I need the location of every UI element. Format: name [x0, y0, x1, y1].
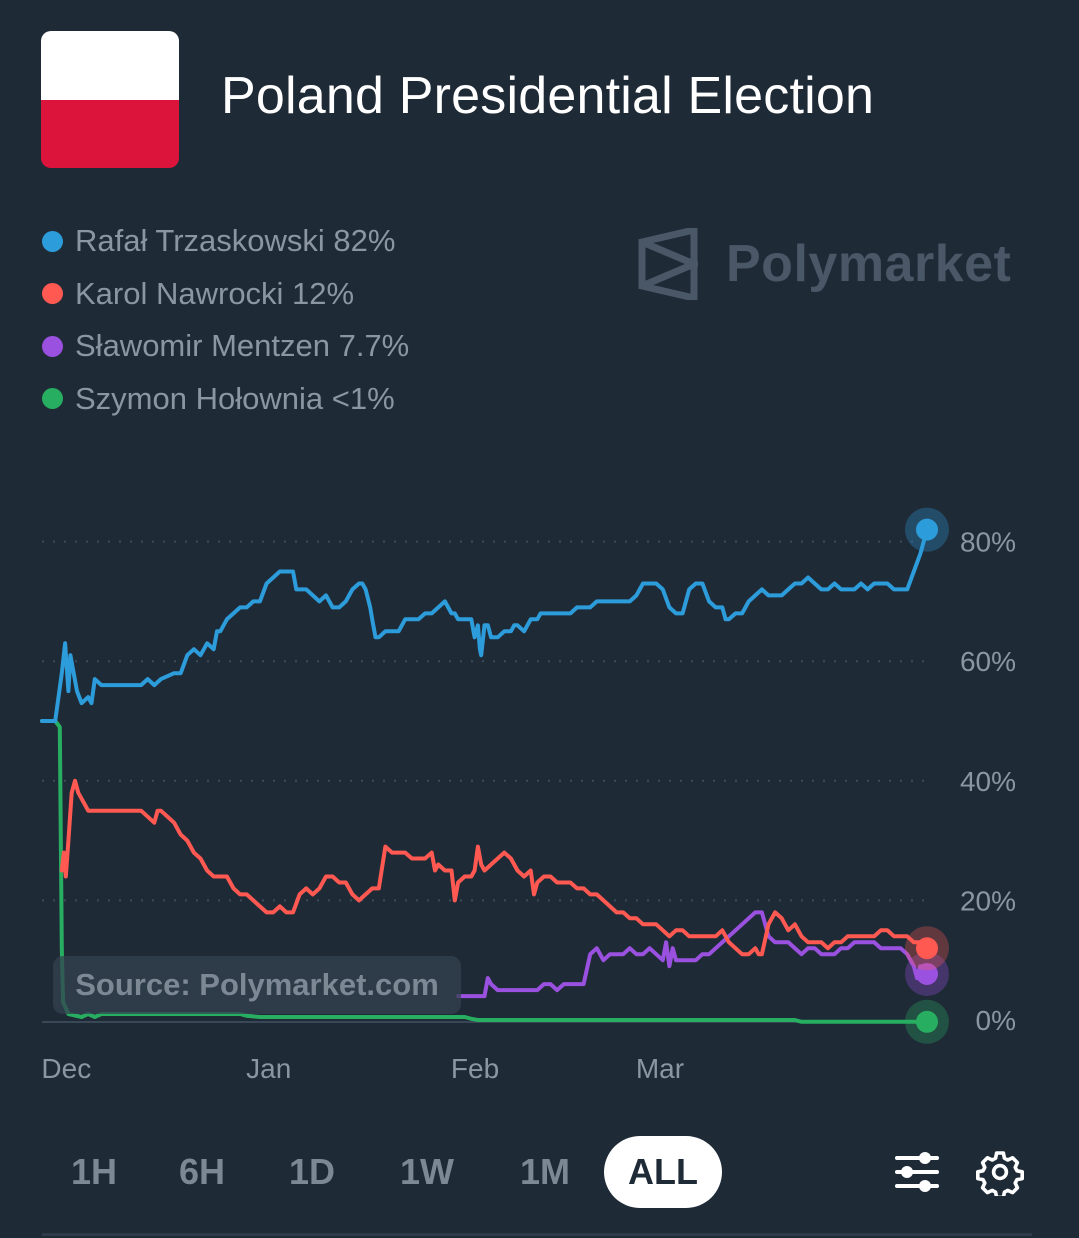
range-button-1m[interactable]: 1M: [519, 1151, 570, 1192]
y-tick-label: 0%: [976, 1005, 1016, 1036]
x-tick-label: Feb: [451, 1053, 499, 1084]
legend-dot-icon: [42, 230, 63, 252]
x-tick-label: Jan: [246, 1053, 291, 1084]
legend-dot-icon: [42, 335, 63, 357]
range-button-1d[interactable]: 1D: [288, 1151, 336, 1192]
poland-flag-icon: [41, 31, 179, 168]
endpoint-dot: [916, 937, 938, 960]
y-tick-label: 20%: [960, 885, 1016, 916]
polymarket-watermark: Polymarket: [638, 228, 1011, 300]
x-tick-label: Dec: [41, 1053, 91, 1084]
divider: [42, 1233, 1032, 1236]
legend-item-mentzen: Sławomir Mentzen 7.7%: [40, 320, 409, 373]
gear-icon: [976, 1151, 1024, 1200]
legend-item-nawrocki: Karol Nawrocki 12%: [40, 268, 409, 321]
sliders-icon: [895, 1152, 939, 1192]
chart-series: [40, 527, 929, 1024]
range-button-1h[interactable]: 1H: [70, 1151, 118, 1192]
watermark-text: Polymarket: [726, 235, 1012, 293]
range-button-all[interactable]: ALL: [604, 1136, 722, 1208]
legend-dot-icon: [42, 388, 63, 410]
filter-button[interactable]: [893, 1150, 941, 1199]
endpoint-dot: [916, 962, 938, 985]
chart-controls: 1H 6H 1D 1W 1M ALL: [0, 1136, 1079, 1208]
x-axis-ticks: Dec Jan Feb Mar: [41, 1053, 684, 1084]
endpoint-dot: [916, 518, 938, 541]
chart-legend: Rafał Trzaskowski 82% Karol Nawrocki 12%…: [40, 215, 409, 425]
series-line-1: [59, 778, 929, 957]
flag-red-stripe: [41, 99, 179, 168]
legend-label: Rafał Trzaskowski 82%: [75, 223, 396, 259]
y-tick-label: 40%: [960, 766, 1016, 797]
x-tick-label: Mar: [636, 1053, 684, 1084]
legend-item-trzaskowski: Rafał Trzaskowski 82%: [40, 215, 409, 268]
legend-item-holownia: Szymon Hołownia <1%: [40, 373, 409, 426]
price-chart: 0% 20% 40% 60% 80% Dec Jan Feb Mar: [40, 507, 1016, 1084]
source-label: Source: Polymarket.com: [53, 956, 461, 1014]
range-button-6h[interactable]: 6H: [178, 1151, 226, 1192]
chart-grid: [42, 540, 925, 1023]
y-tick-label: 80%: [960, 527, 1016, 558]
y-axis-ticks: 0% 20% 40% 60% 80%: [960, 527, 1016, 1036]
settings-button[interactable]: [976, 1148, 1024, 1201]
chart-endpoints: [905, 507, 949, 1044]
legend-label: Szymon Hołownia <1%: [75, 380, 395, 416]
series-line-2: [456, 910, 929, 999]
legend-label: Karol Nawrocki 12%: [75, 275, 355, 311]
polymarket-logo-icon: [638, 228, 698, 300]
legend-dot-icon: [42, 283, 63, 305]
y-tick-label: 60%: [960, 646, 1016, 677]
range-button-1w[interactable]: 1W: [400, 1151, 454, 1192]
page-title: Poland Presidential Election: [221, 67, 875, 125]
flag-white-stripe: [41, 31, 179, 100]
series-line-0: [40, 527, 929, 723]
endpoint-dot: [916, 1010, 938, 1033]
legend-label: Sławomir Mentzen 7.7%: [75, 328, 410, 364]
